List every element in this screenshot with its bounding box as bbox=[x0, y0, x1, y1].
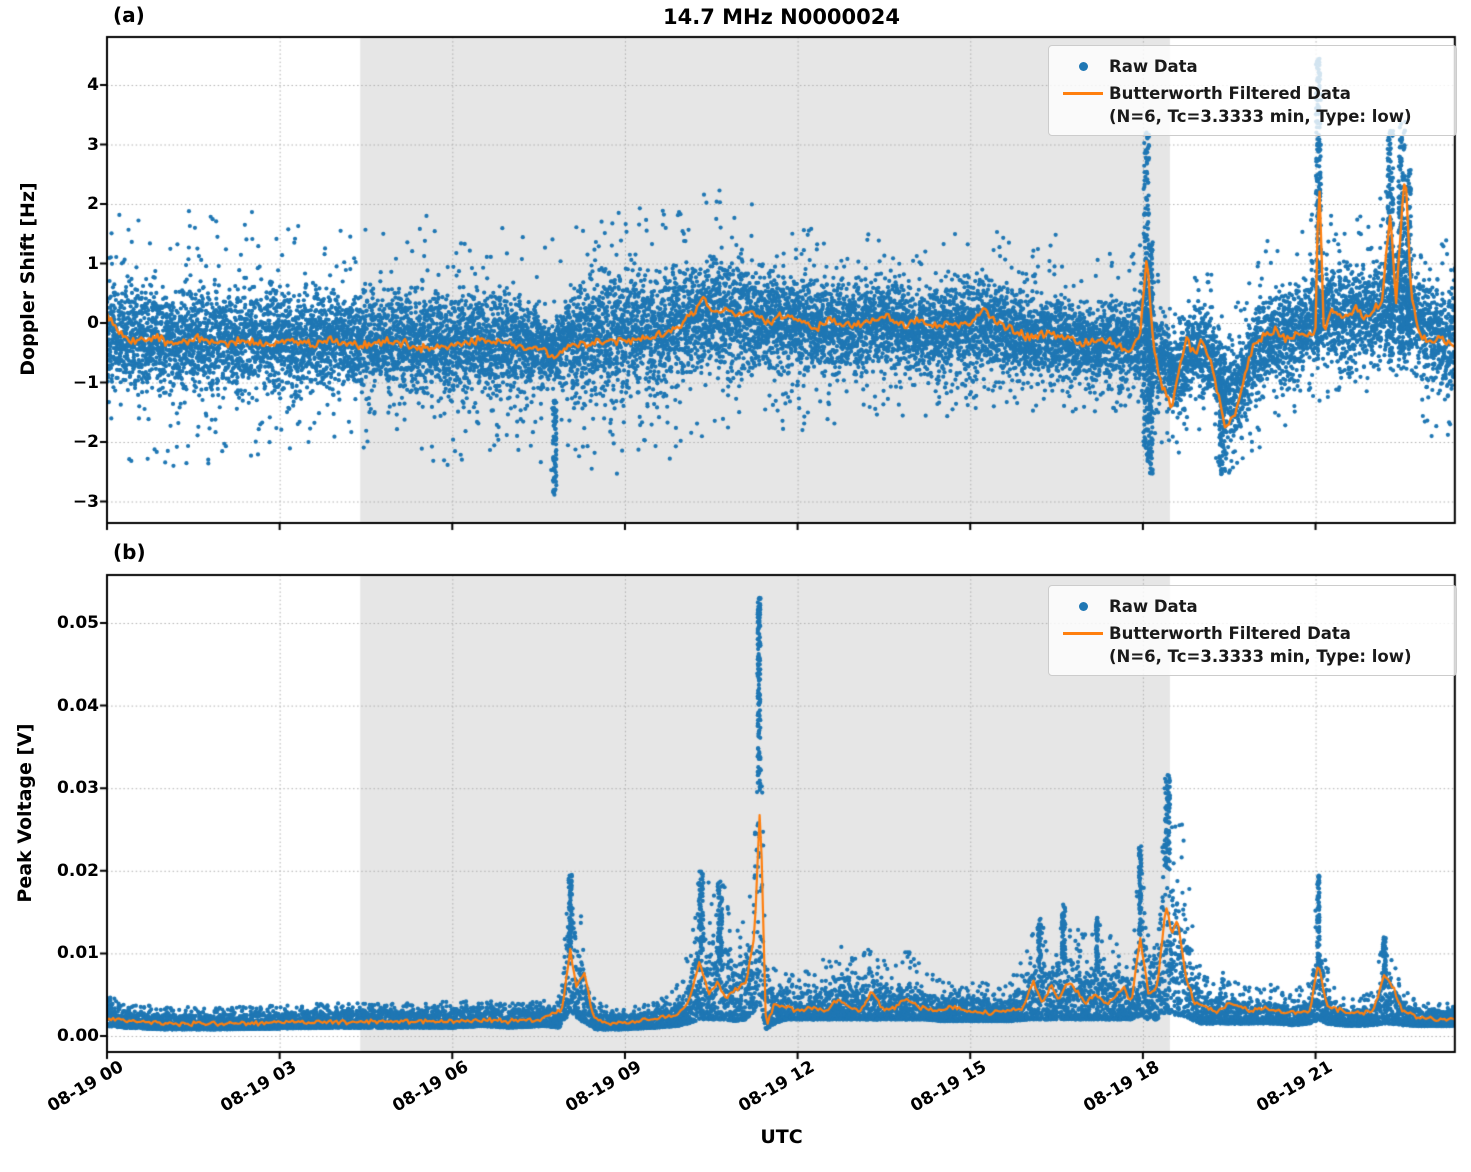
y-tick-label: −2 bbox=[72, 432, 99, 452]
y-tick-label: 0.05 bbox=[57, 613, 99, 633]
legend-raw-label: Raw Data bbox=[1109, 597, 1198, 616]
y-tick-label: 4 bbox=[87, 75, 99, 95]
legend-panel-b: Raw Data Butterworth Filtered Data (N=6,… bbox=[1048, 585, 1457, 676]
legend-filtered-label: Butterworth Filtered Data bbox=[1109, 624, 1351, 643]
legend-item-raw: Raw Data bbox=[1057, 593, 1446, 620]
y-tick-label: 0.03 bbox=[57, 778, 99, 799]
raw-data-dot-icon bbox=[1057, 602, 1109, 611]
raw-data-dot-icon bbox=[1057, 62, 1109, 71]
legend-item-filtered-params: (N=6, Tc=3.3333 min, Type: low) bbox=[1057, 104, 1446, 128]
panel-b-tag: (b) bbox=[113, 540, 146, 564]
legend-item-filtered: Butterworth Filtered Data bbox=[1057, 80, 1446, 107]
y-tick-label: 0.00 bbox=[57, 1026, 99, 1046]
y-tick-label: 0 bbox=[87, 313, 99, 333]
panel-a-tag: (a) bbox=[113, 3, 145, 27]
chart-title: 14.7 MHz N0000024 bbox=[663, 5, 900, 29]
legend-item-filtered-params: (N=6, Tc=3.3333 min, Type: low) bbox=[1057, 644, 1446, 668]
legend-filtered-sublabel: (N=6, Tc=3.3333 min, Type: low) bbox=[1109, 646, 1412, 666]
filtered-line-icon bbox=[1057, 632, 1109, 635]
y-tick-label: −3 bbox=[72, 491, 99, 512]
y-tick-label: 2 bbox=[87, 194, 99, 214]
legend-raw-label: Raw Data bbox=[1109, 57, 1198, 76]
y-tick-label: 0.02 bbox=[57, 860, 99, 881]
y-tick-label: 3 bbox=[87, 134, 99, 155]
y-tick-label: −1 bbox=[72, 372, 99, 393]
legend-panel-a: Raw Data Butterworth Filtered Data (N=6,… bbox=[1048, 45, 1457, 136]
legend-filtered-sublabel: (N=6, Tc=3.3333 min, Type: low) bbox=[1109, 106, 1412, 126]
y-tick-label: 0.01 bbox=[57, 943, 99, 964]
legend-filtered-label: Butterworth Filtered Data bbox=[1109, 84, 1351, 103]
y-tick-label: 1 bbox=[87, 253, 99, 274]
legend-item-filtered: Butterworth Filtered Data bbox=[1057, 620, 1446, 647]
y-tick-label: 0.04 bbox=[57, 695, 99, 716]
legend-item-raw: Raw Data bbox=[1057, 53, 1446, 80]
filtered-line-icon bbox=[1057, 92, 1109, 95]
x-axis-label: UTC bbox=[760, 1126, 803, 1148]
